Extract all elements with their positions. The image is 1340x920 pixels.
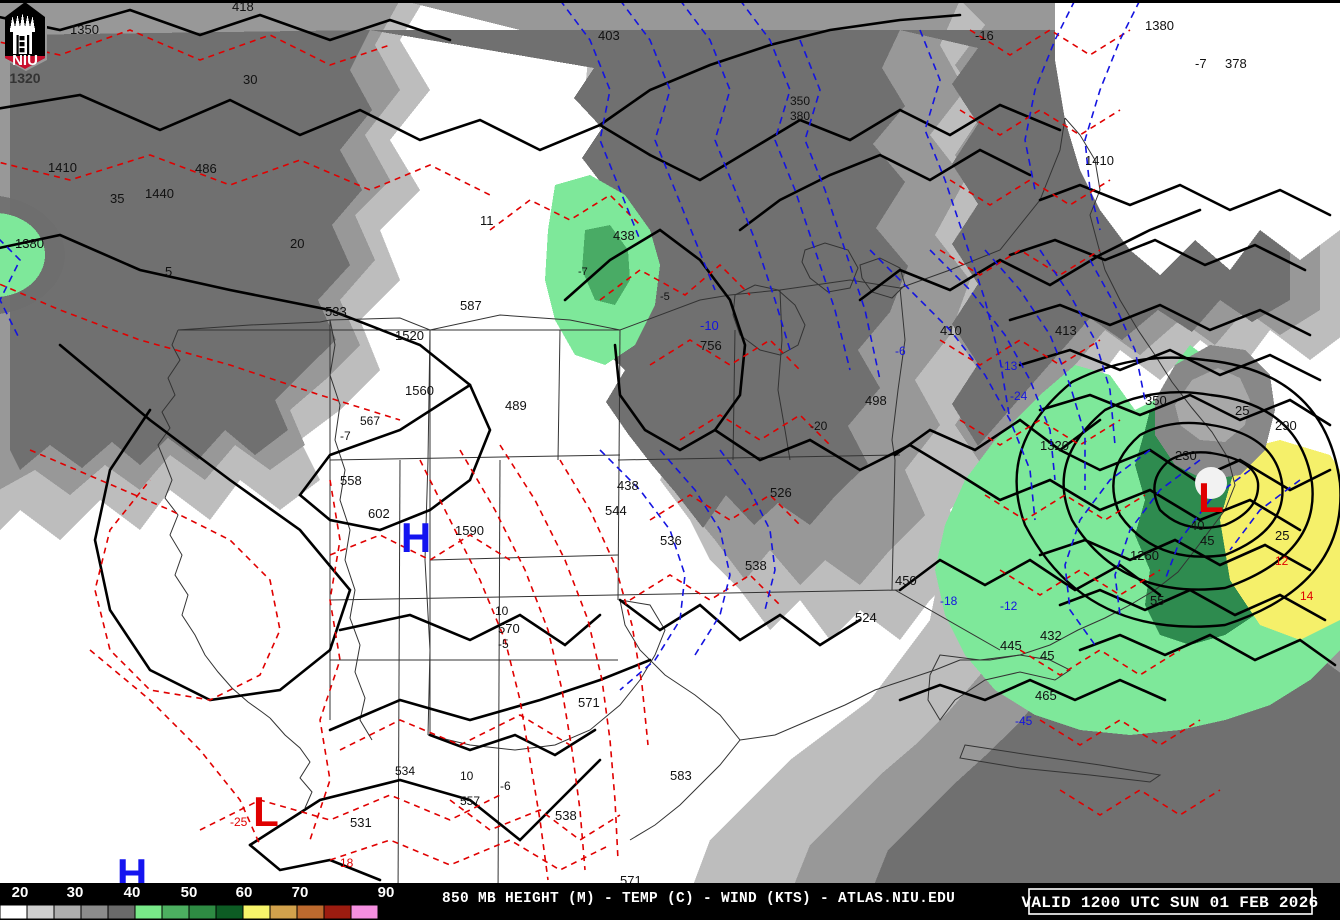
svg-text:90: 90 (378, 884, 395, 901)
svg-text:20: 20 (12, 884, 29, 901)
svg-text:VALID 1200 UTC SUN 01 FEB 2026: VALID 1200 UTC SUN 01 FEB 2026 (1021, 894, 1318, 912)
svg-text:1320: 1320 (9, 70, 40, 86)
svg-text:60: 60 (236, 884, 253, 901)
svg-text:L: L (1198, 474, 1224, 521)
svg-text:NIU: NIU (12, 52, 38, 69)
svg-text:50: 50 (181, 884, 198, 901)
svg-text:40: 40 (124, 884, 141, 901)
svg-text:H: H (401, 514, 431, 561)
svg-text:30: 30 (67, 884, 84, 901)
svg-text:70: 70 (292, 884, 309, 901)
svg-text:850 MB HEIGHT (M) - TEMP (C) -: 850 MB HEIGHT (M) - TEMP (C) - WIND (KTS… (442, 891, 955, 907)
svg-text:L: L (253, 788, 279, 835)
